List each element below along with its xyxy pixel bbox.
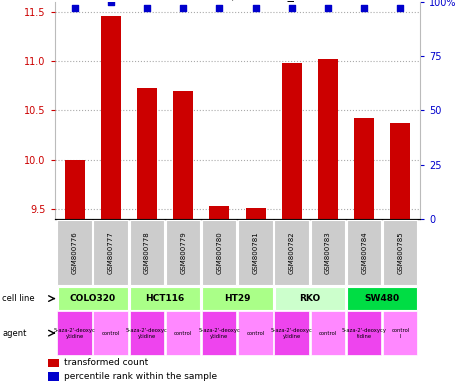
Text: 5-aza-2'-deoxycy
tidine: 5-aza-2'-deoxycy tidine (342, 328, 387, 339)
FancyBboxPatch shape (166, 311, 200, 355)
Bar (137, 88, 157, 384)
Bar (390, 123, 410, 384)
FancyBboxPatch shape (130, 311, 164, 355)
Bar (209, 206, 229, 384)
FancyBboxPatch shape (57, 311, 92, 355)
Text: control: control (319, 331, 337, 336)
FancyBboxPatch shape (202, 287, 273, 310)
Text: control
l: control l (391, 328, 409, 339)
FancyBboxPatch shape (238, 220, 273, 285)
Text: cell line: cell line (2, 294, 35, 303)
FancyBboxPatch shape (166, 220, 200, 285)
Text: GSM800777: GSM800777 (108, 231, 114, 274)
FancyBboxPatch shape (347, 311, 381, 355)
Text: 5-aza-2'-deoxyc
ytidine: 5-aza-2'-deoxyc ytidine (54, 328, 95, 339)
FancyBboxPatch shape (311, 220, 345, 285)
Text: control: control (247, 331, 265, 336)
Bar (318, 59, 338, 384)
Bar (282, 63, 302, 384)
FancyBboxPatch shape (347, 287, 418, 310)
FancyBboxPatch shape (275, 287, 345, 310)
Text: agent: agent (2, 329, 27, 338)
Text: GSM800776: GSM800776 (72, 231, 77, 274)
Text: GSM800784: GSM800784 (361, 231, 367, 274)
Text: GSM800779: GSM800779 (180, 231, 186, 274)
FancyBboxPatch shape (130, 287, 200, 310)
Bar (173, 91, 193, 384)
FancyBboxPatch shape (383, 311, 418, 355)
Text: GSM800780: GSM800780 (217, 231, 222, 274)
Bar (65, 160, 85, 384)
Point (216, 5, 223, 12)
Text: GSM800782: GSM800782 (289, 231, 295, 274)
FancyBboxPatch shape (275, 220, 309, 285)
Text: HT29: HT29 (224, 294, 251, 303)
Text: SW480: SW480 (365, 294, 400, 303)
FancyBboxPatch shape (275, 311, 309, 355)
Text: GSM800785: GSM800785 (398, 231, 403, 274)
Point (252, 5, 259, 12)
FancyBboxPatch shape (57, 287, 128, 310)
Bar (101, 16, 121, 384)
Point (288, 5, 295, 12)
Bar (48, 359, 59, 367)
FancyBboxPatch shape (311, 311, 345, 355)
FancyBboxPatch shape (202, 311, 237, 355)
Text: RKO: RKO (299, 294, 321, 303)
FancyBboxPatch shape (57, 220, 92, 285)
Bar (246, 208, 266, 384)
FancyBboxPatch shape (130, 220, 164, 285)
FancyBboxPatch shape (347, 220, 381, 285)
FancyBboxPatch shape (94, 220, 128, 285)
FancyBboxPatch shape (202, 220, 237, 285)
FancyBboxPatch shape (94, 311, 128, 355)
Text: HCT116: HCT116 (145, 294, 185, 303)
Text: GSM800783: GSM800783 (325, 231, 331, 274)
FancyBboxPatch shape (238, 311, 273, 355)
Point (143, 5, 151, 12)
Text: control: control (102, 331, 120, 336)
Point (107, 0, 114, 5)
Text: transformed count: transformed count (64, 359, 148, 367)
Point (180, 5, 187, 12)
Text: 5-aza-2'-deoxyc
ytidine: 5-aza-2'-deoxyc ytidine (199, 328, 240, 339)
Text: GSM800778: GSM800778 (144, 231, 150, 274)
Text: COLO320: COLO320 (69, 294, 116, 303)
Text: 5-aza-2'-deoxyc
ytidine: 5-aza-2'-deoxyc ytidine (271, 328, 313, 339)
Point (397, 5, 404, 12)
Point (71, 5, 78, 12)
Bar (48, 372, 59, 381)
Point (361, 5, 368, 12)
Text: GSM800781: GSM800781 (253, 231, 258, 274)
Title: GDS4397 / 224660_at: GDS4397 / 224660_at (169, 0, 306, 1)
Bar (354, 118, 374, 384)
Text: control: control (174, 331, 192, 336)
Text: 5-aza-2'-deoxyc
ytidine: 5-aza-2'-deoxyc ytidine (126, 328, 168, 339)
FancyBboxPatch shape (383, 220, 418, 285)
Text: percentile rank within the sample: percentile rank within the sample (64, 372, 217, 381)
Point (324, 5, 332, 12)
